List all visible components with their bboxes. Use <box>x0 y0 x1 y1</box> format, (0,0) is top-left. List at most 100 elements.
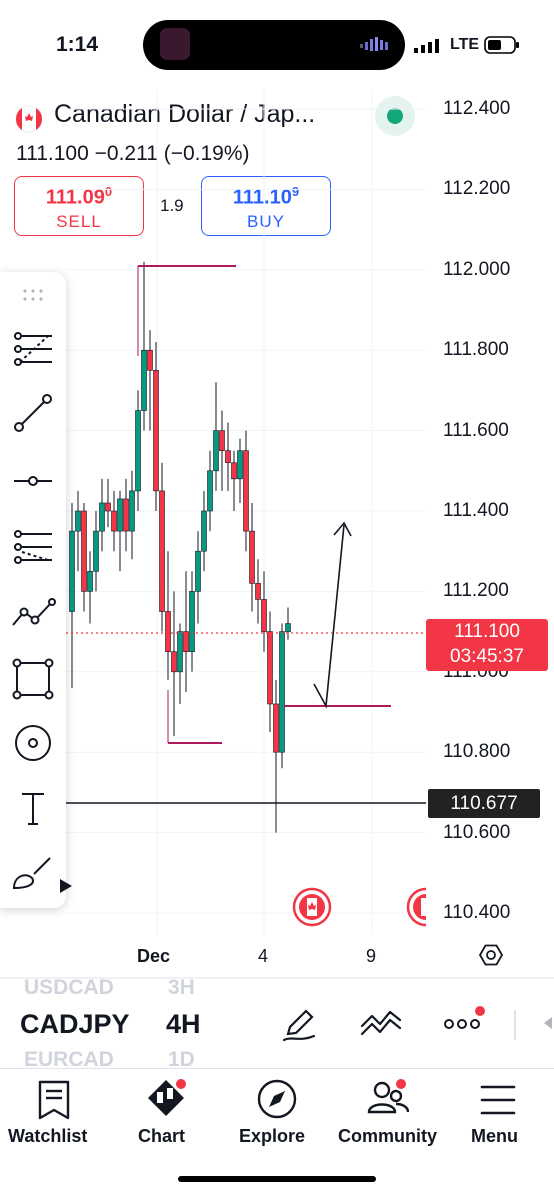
candle-body <box>255 583 261 600</box>
watchlist-icon[interactable] <box>34 1078 74 1122</box>
candle-body <box>117 498 123 532</box>
battery-icon <box>484 36 519 54</box>
buy-button[interactable]: 111.109 BUY <box>201 176 331 236</box>
ghost-symbol-top: USDCAD <box>24 976 114 999</box>
candle-body <box>69 530 75 612</box>
candle-body <box>147 349 153 371</box>
brush-icon[interactable] <box>8 848 58 898</box>
candle-countdown: 03:45:37 <box>450 646 524 667</box>
sell-button[interactable]: 111.090 SELL <box>14 176 144 236</box>
current-price-value: 111.100 <box>454 621 520 642</box>
candle-body <box>225 450 231 464</box>
y-tick-label: 112.200 <box>443 178 511 200</box>
candle-body <box>111 510 117 532</box>
candle-body <box>285 623 291 632</box>
candlestick-chart[interactable] <box>0 0 554 980</box>
chart-icon[interactable] <box>144 1076 190 1122</box>
network-label: LTE <box>450 36 480 53</box>
candle-body <box>159 490 165 612</box>
candle-body <box>81 510 87 592</box>
tab-menu[interactable]: Menu <box>471 1126 518 1146</box>
pitchfork-icon[interactable] <box>8 522 58 572</box>
y-tick-label: 111.800 <box>443 339 509 361</box>
buy-label: BUY <box>247 211 285 231</box>
candle-body <box>183 631 189 652</box>
y-tick-label: 110.800 <box>443 741 511 763</box>
candle-body <box>213 430 219 472</box>
circle-icon[interactable] <box>8 718 58 768</box>
y-tick-label: 112.000 <box>443 258 511 280</box>
spread-value: 1.9 <box>160 196 184 215</box>
horizontal-line-icon[interactable] <box>8 456 58 506</box>
y-tick-label: 111.200 <box>443 580 509 602</box>
tab-chart[interactable]: Chart <box>138 1126 186 1146</box>
current-price-tag: 111.100 03:45:37 <box>426 619 548 671</box>
status-time: 1:14 <box>56 33 99 56</box>
more-options-icon[interactable] <box>440 1004 486 1040</box>
forecast-arrowhead <box>333 521 352 537</box>
drawing-pen-icon[interactable] <box>278 1002 320 1044</box>
candle-body <box>75 510 81 532</box>
hline-price-tag: 110.677 <box>428 789 540 818</box>
candles <box>69 261 291 833</box>
drag-handle-icon[interactable] <box>8 280 58 310</box>
island-app-icon <box>160 28 190 60</box>
x-tick-label: Dec <box>137 946 171 966</box>
canada-flag-icon <box>15 105 43 133</box>
tab-community[interactable]: Community <box>338 1126 437 1146</box>
indicators-icon[interactable] <box>358 1004 404 1042</box>
community-icon[interactable] <box>366 1076 412 1122</box>
compass-icon[interactable] <box>256 1078 298 1120</box>
audio-wave-icon <box>360 37 388 51</box>
candle-body <box>237 450 243 480</box>
candle-body <box>207 470 213 512</box>
timeframe-picker[interactable]: 4H <box>166 1009 201 1039</box>
canada-event-marker <box>292 887 332 927</box>
fib-retracement-icon[interactable] <box>8 324 58 374</box>
x-tick-label: 9 <box>366 946 377 966</box>
candle-body <box>123 498 129 532</box>
symbol-picker[interactable]: CADJPY <box>20 1009 130 1039</box>
y-tick-label: 110.600 <box>443 821 511 843</box>
home-indicator <box>178 1176 376 1182</box>
candle-body <box>105 502 111 512</box>
candle-body <box>93 530 99 572</box>
candle-body <box>261 599 267 632</box>
path-icon[interactable] <box>8 588 58 638</box>
scroll-left-icon[interactable] <box>540 1014 554 1032</box>
candle-body <box>129 490 135 532</box>
tab-explore[interactable]: Explore <box>239 1126 306 1146</box>
drawing-toolbar <box>0 272 66 908</box>
text-tool-icon[interactable] <box>8 784 58 834</box>
rectangle-icon[interactable] <box>8 654 58 704</box>
ghost-symbol-bottom: EURCAD <box>24 1048 114 1071</box>
candle-body <box>153 369 159 492</box>
candle-body <box>189 591 195 653</box>
signal-icon <box>414 39 439 53</box>
chart-drawings <box>66 265 426 804</box>
candle-body <box>249 530 255 584</box>
chart-settings-icon <box>478 944 504 966</box>
x-tick-label: 4 <box>258 946 269 966</box>
market-status-button[interactable] <box>375 96 415 136</box>
y-tick-label: 110.400 <box>443 902 511 923</box>
candle-body <box>171 651 177 673</box>
trend-line-icon[interactable] <box>8 388 58 438</box>
symbol-title[interactable]: Canadian Dollar / Jap... <box>54 100 316 128</box>
candle-body <box>165 611 171 653</box>
toolbar-expand-icon[interactable] <box>58 876 74 896</box>
candle-body <box>243 450 249 532</box>
y-tick-label: 111.400 <box>443 500 509 521</box>
market-open-dot <box>387 108 403 124</box>
candle-body <box>273 703 279 753</box>
candle-body <box>201 510 207 552</box>
hamburger-icon[interactable] <box>478 1082 518 1118</box>
candle-body <box>231 462 237 480</box>
candle-body <box>279 631 285 753</box>
chart-grid <box>66 90 426 935</box>
tab-watchlist[interactable]: Watchlist <box>8 1126 88 1146</box>
candle-body <box>195 550 201 592</box>
buy-price: 111.109 <box>232 184 300 209</box>
ghost-timeframe-top: 3H <box>168 976 195 999</box>
y-tick-label: 111.600 <box>443 419 509 441</box>
